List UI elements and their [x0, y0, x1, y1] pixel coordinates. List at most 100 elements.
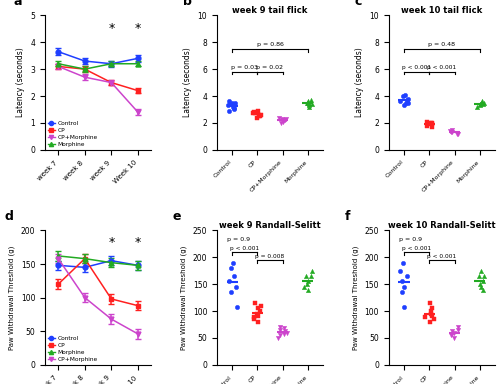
Point — [304, 278, 312, 285]
Point — [306, 103, 314, 109]
Point — [423, 118, 431, 124]
Point — [258, 112, 266, 118]
Point — [250, 109, 258, 115]
Point — [230, 104, 237, 110]
Text: p = 0.9: p = 0.9 — [227, 237, 250, 242]
Point — [308, 101, 316, 107]
Legend: Control, CP, CP+Morphine, Morphine: Control, CP, CP+Morphine, Morphine — [48, 121, 98, 147]
Point — [480, 273, 488, 279]
Point — [224, 103, 232, 109]
Point — [254, 305, 262, 311]
Point — [256, 113, 264, 119]
Point — [403, 97, 411, 103]
Text: p = 0.008: p = 0.008 — [256, 254, 284, 259]
Point — [454, 327, 462, 333]
Point — [479, 278, 487, 285]
Point — [402, 100, 410, 106]
Point — [307, 273, 315, 279]
Point — [399, 93, 407, 99]
Point — [282, 116, 290, 122]
Text: p = 0.48: p = 0.48 — [428, 42, 456, 47]
Point — [278, 120, 285, 126]
Title: week 9 Randall-Selitt: week 9 Randall-Selitt — [219, 221, 321, 230]
Title: week 10 Randall-Selitt: week 10 Randall-Selitt — [388, 221, 496, 230]
Text: *: * — [134, 22, 141, 35]
Point — [278, 116, 286, 122]
Point — [254, 114, 262, 121]
Point — [230, 100, 238, 106]
Point — [276, 324, 284, 330]
Point — [276, 327, 284, 333]
Point — [399, 260, 407, 266]
Text: c: c — [355, 0, 362, 8]
Point — [306, 97, 314, 103]
Point — [232, 304, 240, 310]
Point — [450, 335, 458, 341]
Point — [230, 273, 237, 279]
Point — [479, 101, 487, 107]
Point — [426, 120, 434, 126]
Point — [281, 328, 289, 334]
Point — [428, 124, 436, 130]
Point — [448, 328, 456, 334]
Point — [305, 101, 313, 107]
Point — [304, 286, 312, 293]
Point — [476, 273, 484, 279]
Text: f: f — [344, 210, 350, 223]
Y-axis label: Paw Withdrawal Threshold (g): Paw Withdrawal Threshold (g) — [180, 245, 187, 350]
Text: p < 0.001: p < 0.001 — [402, 65, 431, 71]
Point — [303, 281, 311, 287]
Point — [476, 281, 484, 287]
Text: e: e — [172, 210, 181, 223]
Point — [283, 329, 291, 336]
Text: b: b — [183, 0, 192, 8]
Point — [254, 108, 262, 114]
Y-axis label: Latency (seconds): Latency (seconds) — [183, 48, 192, 118]
Title: week 10 tail flick: week 10 tail flick — [402, 6, 482, 15]
Point — [477, 100, 485, 106]
Point — [478, 98, 486, 104]
Point — [280, 331, 288, 337]
Point — [225, 98, 233, 104]
Point — [396, 268, 404, 274]
Point — [422, 122, 430, 129]
Point — [226, 108, 234, 114]
Point — [280, 117, 288, 123]
Point — [454, 324, 462, 330]
Point — [256, 308, 264, 314]
Point — [427, 308, 435, 314]
Point — [251, 300, 259, 306]
Text: *: * — [134, 236, 141, 249]
Point — [480, 100, 488, 106]
Point — [254, 313, 262, 319]
Point — [448, 129, 456, 136]
Point — [302, 273, 310, 279]
Point — [230, 260, 237, 266]
Point — [256, 112, 264, 118]
Point — [279, 118, 287, 124]
Text: p = 0.86: p = 0.86 — [256, 42, 283, 47]
Y-axis label: Latency (seconds): Latency (seconds) — [16, 48, 25, 118]
Point — [400, 284, 407, 290]
Point — [250, 316, 258, 322]
Point — [230, 105, 238, 111]
Point — [400, 304, 408, 310]
Point — [304, 98, 312, 104]
Point — [230, 106, 238, 113]
Point — [308, 268, 316, 274]
Point — [250, 314, 258, 321]
Text: *: * — [108, 22, 114, 35]
Point — [232, 284, 240, 290]
Point — [300, 284, 308, 290]
Point — [274, 335, 282, 341]
Point — [447, 332, 455, 338]
Title: week 9 tail flick: week 9 tail flick — [232, 6, 308, 15]
Point — [225, 278, 233, 285]
Text: d: d — [4, 210, 14, 223]
Point — [479, 286, 487, 293]
Point — [228, 100, 236, 106]
Y-axis label: Paw Withdrawal Threshold (g): Paw Withdrawal Threshold (g) — [352, 245, 359, 350]
Text: *: * — [108, 236, 114, 249]
Point — [304, 100, 312, 106]
Point — [258, 303, 266, 309]
